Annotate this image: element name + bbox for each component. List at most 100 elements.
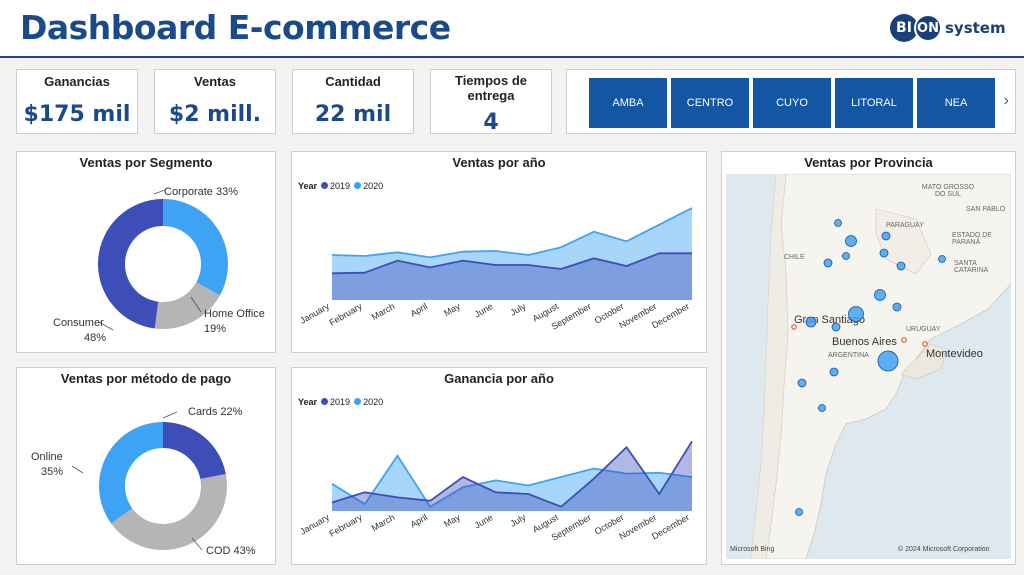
map-bubble <box>834 219 842 227</box>
map-bubble <box>805 316 817 328</box>
region-button-cuyo[interactable]: CUYO <box>753 78 831 128</box>
x-tick-label: April <box>409 512 430 530</box>
donut-slice-cod[interactable] <box>111 474 227 550</box>
map-label-santa-catarina: SANTA CATARINA <box>954 260 989 274</box>
header: Dashboard E-commerce BI ON system <box>0 0 1024 58</box>
map-bing-logo: Microsoft Bing <box>730 546 775 553</box>
legend-item-2020[interactable]: 2020 <box>354 181 383 191</box>
map-city-buenos-aires: Buenos Aires <box>832 336 897 348</box>
slice-label-corporate: Corporate 33% <box>164 186 238 198</box>
map-bubble <box>879 248 889 258</box>
map-bubble <box>892 302 902 312</box>
donut-slice-home-office[interactable] <box>154 282 220 329</box>
payment-chart-panel: Ventas por método de pago Cards 22% COD … <box>16 367 276 565</box>
map-bubble <box>795 508 803 516</box>
area-fill-2019 <box>332 441 692 511</box>
legend-item-2019[interactable]: 2019 <box>321 181 350 191</box>
kpi-label: Ganancias <box>44 74 110 89</box>
map-bubbles <box>791 219 946 516</box>
legend-title: Year <box>298 397 318 407</box>
map-bubble <box>845 235 857 247</box>
donut-slice-online[interactable] <box>99 422 163 524</box>
profit-chart-title: Ganancia por año <box>444 371 554 386</box>
region-button-amba[interactable]: AMBA <box>589 78 667 128</box>
sales-legend: Year 2019 2020 <box>298 181 383 191</box>
kpi-label: Ventas <box>194 74 236 89</box>
chevron-right-icon[interactable]: › <box>1003 92 1009 109</box>
region-button-litoral[interactable]: LITORAL <box>835 78 913 128</box>
kpi-value: 4 <box>483 110 499 135</box>
area-fill-2020 <box>332 208 692 300</box>
payment-chart-title: Ventas por método de pago <box>60 371 232 386</box>
donut-slice-corporate[interactable] <box>163 199 228 296</box>
series-line-2019[interactable] <box>331 440 693 508</box>
map-label-chile: CHILE <box>784 254 805 261</box>
series-line-2020[interactable] <box>331 454 693 508</box>
slice-label-consumer-pct: 48% <box>84 332 106 344</box>
map-city-marker <box>791 324 797 330</box>
map-label-estado: ESTADO DE PARANÁ <box>952 232 992 246</box>
logo-on: ON <box>914 14 942 42</box>
map-bubble <box>896 261 906 271</box>
region-button-nea[interactable]: NEA <box>917 78 995 128</box>
x-tick-label: February <box>328 301 365 328</box>
kpi-label: Cantidad <box>325 74 381 89</box>
kpi-cantidad: Cantidad 22 mil <box>292 69 414 134</box>
slice-label-home-office-pct: 19% <box>204 323 226 335</box>
map-bubble <box>877 350 899 372</box>
map-bubble <box>848 306 864 322</box>
segment-donut-chart: Corporate 33% Home Office 19% Consumer 4… <box>53 186 265 344</box>
map-city-marker <box>901 337 907 343</box>
map-label-uruguay: URUGUAY <box>906 326 941 333</box>
map-bubble <box>829 367 839 377</box>
x-tick-label: May <box>442 301 462 318</box>
donut-slice-consumer[interactable] <box>97 199 163 329</box>
segment-chart-panel: Ventas por Segmento Corporate 33% Home O… <box>16 151 276 353</box>
sales-chart-panel: Ventas por año Year 2019 2020 January Feb… <box>291 151 707 353</box>
x-tick-label: March <box>370 512 397 533</box>
map-label-mato-grosso: MATO GROSSO DO SUL <box>921 184 975 198</box>
segment-chart-title: Ventas por Segmento <box>79 155 213 170</box>
map-bubble <box>938 255 946 263</box>
legend-item-2019[interactable]: 2019 <box>321 397 350 407</box>
x-tick-label: March <box>370 301 397 322</box>
map-bubble <box>818 404 826 412</box>
kpi-ventas: Ventas $2 mill. <box>154 69 276 134</box>
x-tick-label: January <box>298 512 331 537</box>
x-tick-label: July <box>508 512 527 529</box>
kpi-tiempos: Tiempos de entrega 4 <box>430 69 552 135</box>
map-copyright: © 2024 Microsoft Corporation <box>898 546 990 553</box>
province-map[interactable]: MATO GROSSO DO SUL SAN PABLO PARAGUAY ES… <box>726 174 1011 559</box>
map-label-san-pablo: SAN PABLO <box>966 206 1006 213</box>
region-button-centro[interactable]: CENTRO <box>671 78 749 128</box>
area-fill-2019 <box>332 253 692 300</box>
legend-item-2020[interactable]: 2020 <box>354 397 383 407</box>
map-bubble <box>874 289 886 301</box>
series-line-2019[interactable] <box>331 252 692 275</box>
series-line-2020[interactable] <box>331 207 693 259</box>
x-tick-label: January <box>298 301 331 326</box>
profit-legend: Year 2019 2020 <box>298 397 383 407</box>
bion-logo: BI ON system <box>890 12 1006 44</box>
slice-label-home-office: Home Office <box>204 308 265 320</box>
donut-slice-cards[interactable] <box>163 422 226 479</box>
x-tick-label: December <box>650 512 691 541</box>
map-city-marker <box>922 341 928 347</box>
map-label-argentina: ARGENTINA <box>828 352 869 359</box>
slice-label-consumer: Consumer <box>53 317 104 329</box>
x-tick-label: December <box>650 301 691 330</box>
map-bubble <box>842 252 850 260</box>
region-slicer: AMBA CENTRO CUYO LITORAL NEA › <box>566 69 1016 134</box>
x-tick-label: June <box>473 301 495 319</box>
payment-donut-chart: Cards 22% COD 43% Online 35% <box>31 406 256 557</box>
kpi-value: $2 mill. <box>168 102 262 127</box>
kpi-ganancias: Ganancias $175 mil <box>16 69 138 134</box>
x-tick-label: June <box>473 512 495 530</box>
map-label-paraguay: PARAGUAY <box>886 222 924 229</box>
legend-title: Year <box>298 181 318 191</box>
sales-chart-title: Ventas por año <box>452 155 546 170</box>
map-city-montevideo: Montevideo <box>926 348 983 360</box>
page-title: Dashboard E-commerce <box>20 8 451 47</box>
logo-bi: BI <box>890 14 918 42</box>
